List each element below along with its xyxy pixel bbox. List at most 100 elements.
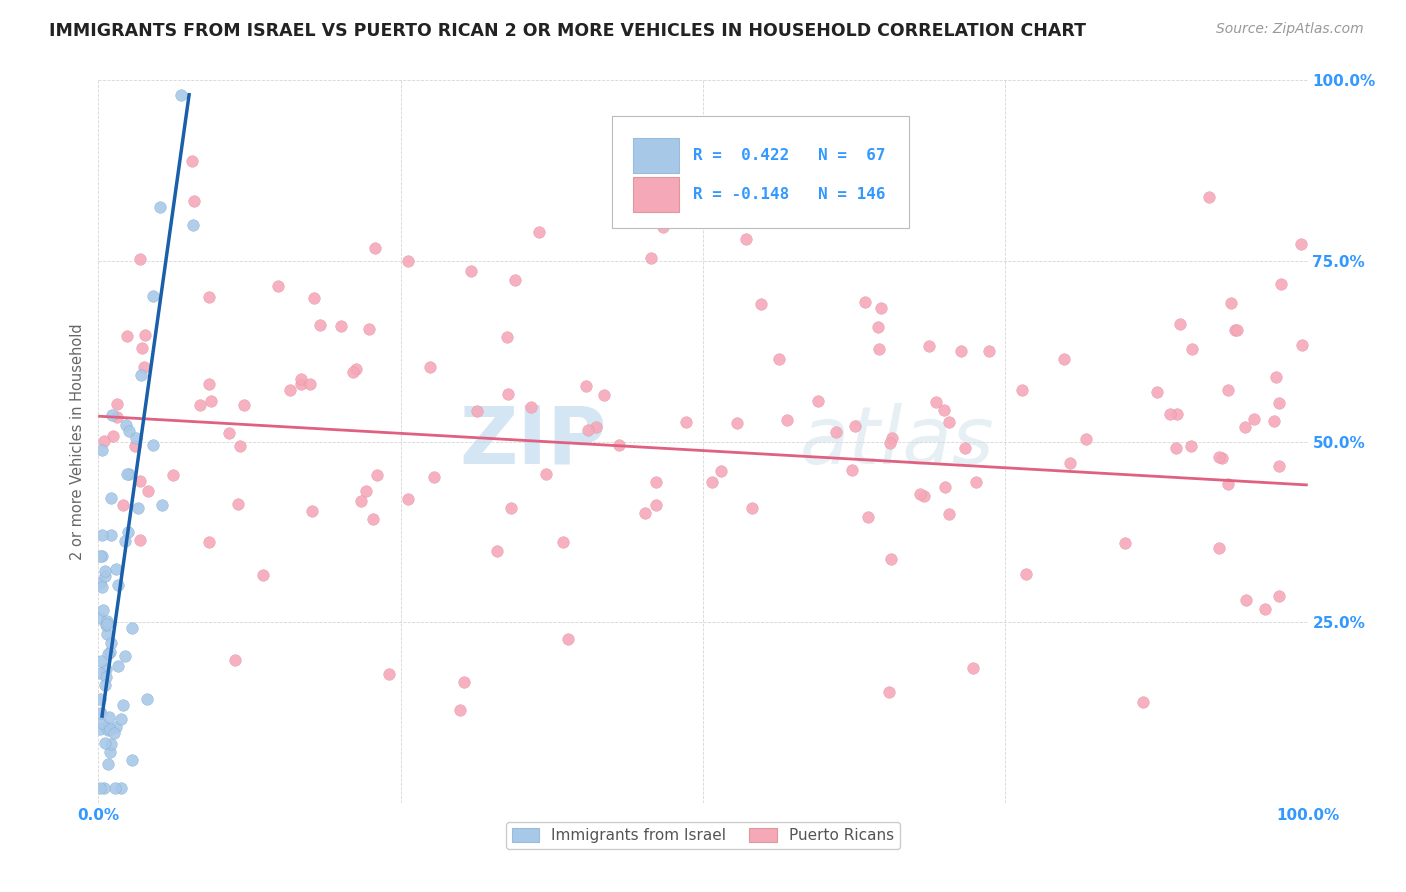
Point (183, 194, 205, 209)
Point (117, 524, 139, 539)
Point (1011, 383, 1033, 397)
Point (918, 339, 941, 353)
Point (114, 534, 136, 549)
Point (1168, 317, 1191, 331)
Point (1211, 451, 1233, 466)
Point (557, 632, 579, 647)
Point (267, 279, 290, 293)
Point (1053, 351, 1076, 366)
Point (104, 562, 127, 576)
Point (98, 709, 121, 723)
Point (290, 372, 312, 386)
Point (94, 677, 117, 691)
Point (96, 614, 118, 628)
Point (645, 475, 668, 490)
Point (1208, 450, 1230, 465)
Point (90, 528, 112, 542)
Point (152, 498, 174, 512)
Point (1180, 439, 1202, 453)
Point (103, 725, 125, 739)
Point (100, 737, 122, 751)
Point (503, 273, 526, 287)
Point (1289, 237, 1312, 252)
Point (790, 179, 813, 194)
Point (361, 512, 384, 526)
Point (91, 715, 114, 730)
Point (114, 418, 136, 433)
Point (198, 290, 221, 304)
Point (94, 737, 117, 751)
Point (200, 393, 222, 408)
Point (1059, 456, 1081, 470)
Point (118, 467, 141, 482)
Point (551, 535, 574, 549)
Point (578, 423, 600, 437)
Point (768, 352, 790, 367)
Point (96, 627, 118, 641)
Point (844, 419, 866, 434)
Text: atlas: atlas (800, 402, 994, 481)
Point (142, 289, 165, 303)
Point (634, 506, 657, 520)
Legend: Immigrants from Israel, Puerto Ricans: Immigrants from Israel, Puerto Ricans (506, 822, 900, 849)
Point (499, 500, 522, 515)
Text: ZIP: ZIP (458, 402, 606, 481)
Point (94, 564, 117, 578)
Point (94, 569, 117, 583)
Point (131, 342, 153, 356)
Point (112, 698, 135, 712)
Point (1243, 412, 1265, 426)
Point (419, 360, 441, 375)
Point (142, 437, 165, 451)
Point (807, 393, 830, 408)
Point (121, 621, 143, 635)
Point (124, 439, 146, 453)
Point (354, 483, 377, 498)
Point (449, 703, 471, 717)
Point (97, 648, 120, 662)
Point (94, 720, 117, 734)
Point (749, 297, 772, 311)
Point (1166, 407, 1188, 421)
Point (1265, 370, 1288, 384)
Point (879, 685, 901, 699)
Point (180, 153, 202, 168)
Point (309, 318, 332, 332)
Point (938, 507, 960, 521)
Text: R =  0.422   N =  67: R = 0.422 N = 67 (693, 148, 886, 163)
Point (100, 635, 122, 649)
Point (98, 722, 121, 736)
Point (302, 291, 325, 305)
Point (188, 398, 211, 412)
Point (710, 464, 733, 478)
Point (841, 463, 863, 477)
Point (879, 552, 901, 566)
Point (93, 434, 115, 448)
Point (366, 467, 388, 482)
Point (934, 480, 956, 494)
Point (134, 328, 156, 343)
Text: R = -0.148   N = 146: R = -0.148 N = 146 (693, 187, 886, 202)
Point (1219, 295, 1241, 310)
Point (114, 649, 136, 664)
Point (89, 611, 111, 625)
Point (825, 425, 848, 440)
Point (869, 301, 891, 316)
Point (776, 412, 799, 426)
Point (529, 226, 551, 240)
Point (90, 706, 112, 721)
Point (908, 487, 931, 501)
Point (97, 723, 120, 737)
Point (1166, 441, 1188, 455)
Point (1146, 385, 1168, 400)
Point (111, 498, 134, 512)
Point (94, 618, 117, 632)
Point (700, 475, 723, 490)
Point (652, 220, 675, 235)
Point (91, 580, 114, 594)
Point (932, 402, 955, 417)
Point (1216, 477, 1239, 491)
Point (89, 666, 111, 681)
Point (912, 489, 935, 503)
Point (278, 383, 301, 397)
